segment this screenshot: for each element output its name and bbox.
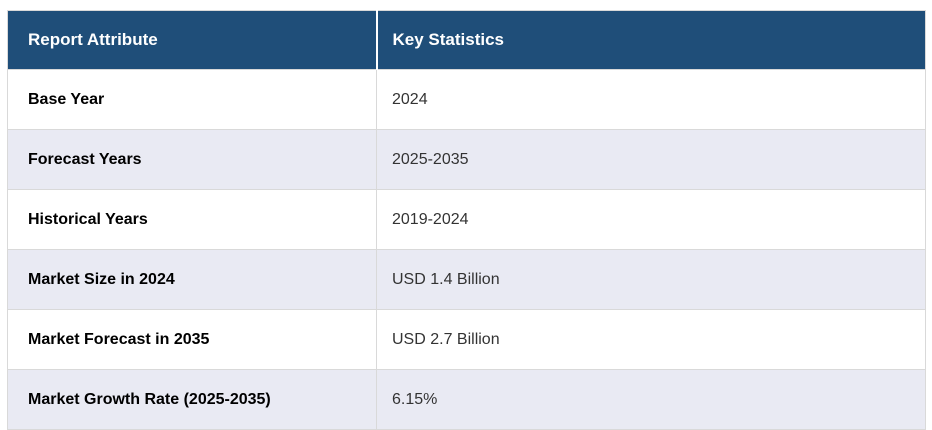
row-attribute-cell: Market Size in 2024 [7,249,377,310]
row-value-cell: USD 2.7 Billion [376,309,926,370]
row-value-cell: 6.15% [376,369,926,430]
report-statistics-table-container: Report Attribute Key Statistics Base Yea… [7,10,926,430]
row-attribute-cell: Market Forecast in 2035 [7,309,377,370]
table-row: Market Forecast in 2035 USD 2.7 Billion [7,309,926,370]
row-value-cell: 2025-2035 [376,129,926,190]
row-attribute-cell: Base Year [7,69,377,130]
column-header-key-statistics: Key Statistics [375,10,926,70]
table-header-row: Report Attribute Key Statistics [7,10,926,70]
row-attribute-cell: Historical Years [7,189,377,250]
column-header-report-attribute: Report Attribute [7,10,377,70]
row-attribute-cell: Market Growth Rate (2025-2035) [7,369,377,430]
row-value-cell: 2024 [376,69,926,130]
table-row: Market Size in 2024 USD 1.4 Billion [7,249,926,310]
table-row: Market Growth Rate (2025-2035) 6.15% [7,369,926,430]
report-statistics-table: Report Attribute Key Statistics Base Yea… [7,10,926,430]
row-value-cell: 2019-2024 [376,189,926,250]
row-attribute-cell: Forecast Years [7,129,377,190]
table-row: Base Year 2024 [7,69,926,130]
table-row: Forecast Years 2025-2035 [7,129,926,190]
row-value-cell: USD 1.4 Billion [376,249,926,310]
table-row: Historical Years 2019-2024 [7,189,926,250]
